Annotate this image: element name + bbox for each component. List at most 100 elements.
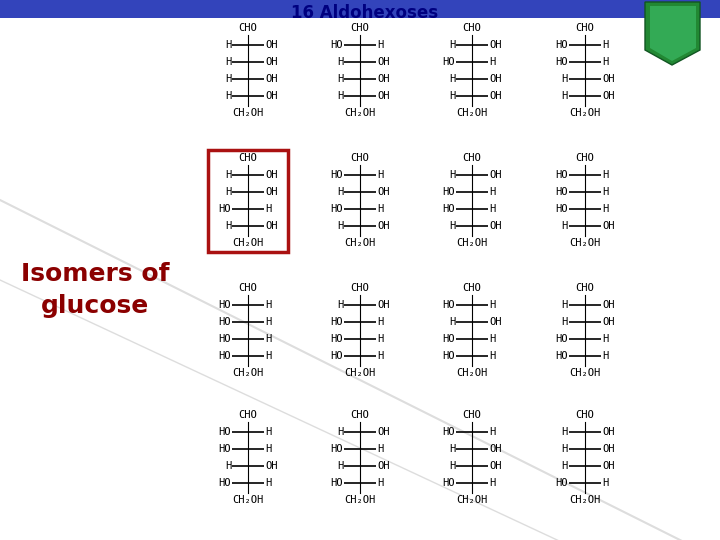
Text: OH: OH [602, 91, 614, 101]
Text: HO: HO [556, 57, 568, 67]
Text: OH: OH [377, 57, 390, 67]
Text: H: H [225, 221, 231, 231]
Bar [208, 150, 288, 252]
Text: OH: OH [377, 91, 390, 101]
Text: HO: HO [443, 57, 455, 67]
Text: OH: OH [377, 187, 390, 197]
Text: CHO: CHO [351, 410, 369, 420]
Text: CHO: CHO [463, 23, 482, 33]
Text: OH: OH [377, 427, 390, 437]
Text: HO: HO [443, 334, 455, 344]
Text: H: H [562, 461, 568, 471]
Text: HO: HO [218, 300, 231, 310]
Text: CHO: CHO [575, 410, 595, 420]
Text: OH: OH [265, 91, 277, 101]
Text: CHO: CHO [238, 283, 257, 293]
Text: H: H [225, 170, 231, 180]
Text: OH: OH [489, 444, 502, 454]
Text: H: H [377, 204, 383, 214]
Text: OH: OH [265, 170, 277, 180]
Text: H: H [489, 427, 495, 437]
Text: HO: HO [330, 334, 343, 344]
Text: H: H [265, 427, 271, 437]
Text: HO: HO [218, 334, 231, 344]
Text: H: H [337, 300, 343, 310]
Text: HO: HO [556, 204, 568, 214]
Text: H: H [337, 57, 343, 67]
Text: HO: HO [330, 170, 343, 180]
Text: OH: OH [377, 74, 390, 84]
Text: H: H [225, 461, 231, 471]
Text: H: H [449, 91, 455, 101]
Text: H: H [377, 170, 383, 180]
Text: CHO: CHO [238, 410, 257, 420]
Text: H: H [449, 444, 455, 454]
Text: OH: OH [265, 74, 277, 84]
Text: CHO: CHO [463, 153, 482, 163]
Text: CHO: CHO [575, 283, 595, 293]
Text: CHO: CHO [463, 410, 482, 420]
Text: H: H [225, 57, 231, 67]
Text: H: H [265, 478, 271, 488]
Text: H: H [489, 334, 495, 344]
Text: HO: HO [330, 317, 343, 327]
Text: Isomers of
glucose: Isomers of glucose [21, 262, 169, 318]
Text: HO: HO [218, 317, 231, 327]
Polygon shape [650, 6, 696, 61]
Text: HO: HO [218, 444, 231, 454]
Text: OH: OH [489, 74, 502, 84]
Text: CH₂OH: CH₂OH [233, 238, 264, 248]
Text: HO: HO [443, 187, 455, 197]
Text: HO: HO [556, 170, 568, 180]
Text: CH₂OH: CH₂OH [456, 495, 487, 505]
Text: H: H [562, 91, 568, 101]
Text: OH: OH [265, 461, 277, 471]
Text: HO: HO [443, 427, 455, 437]
Text: H: H [265, 334, 271, 344]
Text: H: H [602, 478, 608, 488]
Text: CHO: CHO [238, 153, 257, 163]
Text: H: H [562, 221, 568, 231]
Text: H: H [489, 478, 495, 488]
Text: OH: OH [602, 427, 614, 437]
Text: HO: HO [330, 204, 343, 214]
Text: CHO: CHO [351, 23, 369, 33]
Text: H: H [377, 334, 383, 344]
Text: HO: HO [556, 187, 568, 197]
Text: OH: OH [489, 221, 502, 231]
Text: HO: HO [330, 40, 343, 50]
Text: H: H [449, 74, 455, 84]
Text: H: H [337, 461, 343, 471]
Text: HO: HO [556, 334, 568, 344]
Text: H: H [602, 351, 608, 361]
Text: H: H [449, 461, 455, 471]
Text: HO: HO [443, 351, 455, 361]
Text: CH₂OH: CH₂OH [456, 238, 487, 248]
Text: CHO: CHO [238, 23, 257, 33]
Text: H: H [225, 91, 231, 101]
Text: CH₂OH: CH₂OH [570, 238, 600, 248]
Text: H: H [337, 221, 343, 231]
Text: CH₂OH: CH₂OH [344, 368, 376, 378]
Text: H: H [562, 317, 568, 327]
Text: HO: HO [218, 351, 231, 361]
Text: H: H [265, 300, 271, 310]
Text: OH: OH [602, 317, 614, 327]
Text: OH: OH [489, 317, 502, 327]
Text: CH₂OH: CH₂OH [570, 108, 600, 118]
Text: H: H [337, 187, 343, 197]
Text: H: H [377, 478, 383, 488]
Text: H: H [337, 74, 343, 84]
Text: H: H [489, 204, 495, 214]
Text: CH₂OH: CH₂OH [233, 368, 264, 378]
Text: HO: HO [330, 351, 343, 361]
Text: 16 Aldohexoses: 16 Aldohexoses [292, 4, 438, 22]
Polygon shape [645, 2, 700, 65]
Text: H: H [602, 57, 608, 67]
Text: OH: OH [489, 170, 502, 180]
Text: HO: HO [218, 478, 231, 488]
Text: OH: OH [377, 221, 390, 231]
Text: HO: HO [218, 204, 231, 214]
Text: H: H [449, 40, 455, 50]
Text: H: H [562, 300, 568, 310]
